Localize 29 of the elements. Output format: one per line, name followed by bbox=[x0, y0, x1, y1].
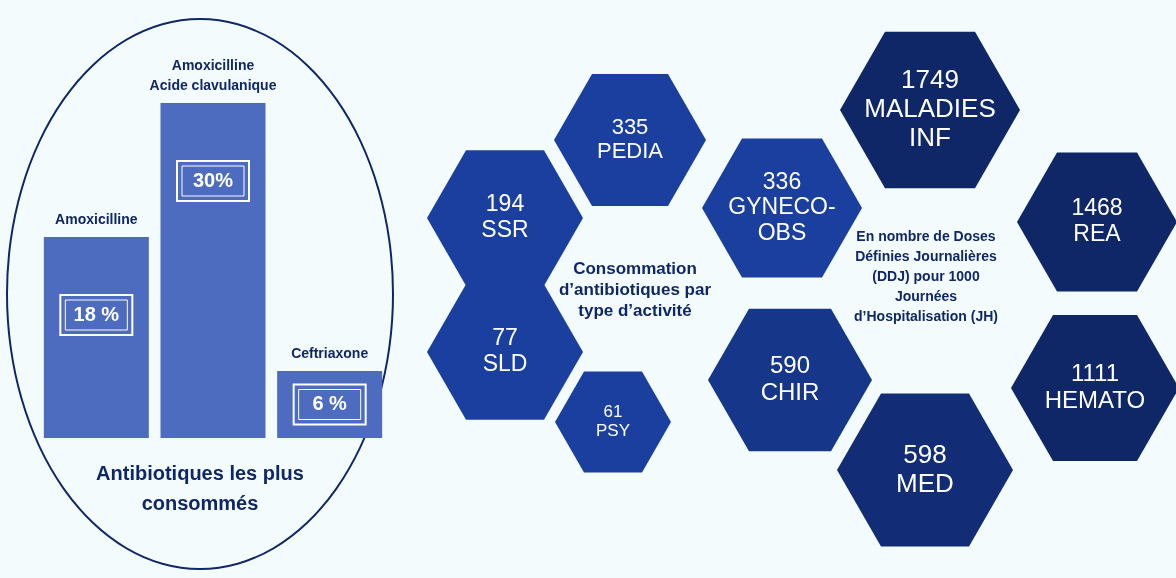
data-label: 590 bbox=[769, 351, 811, 379]
text: Antibiotiques les plus consommés bbox=[95, 461, 305, 516]
data-label: 18 % bbox=[73, 302, 120, 325]
x-tick-label: Amoxicilline Acide clavulanique bbox=[149, 56, 277, 93]
data-label: 1468 bbox=[1071, 194, 1123, 221]
data-label: 598 bbox=[903, 438, 947, 469]
data-label: 1111 bbox=[1070, 359, 1120, 387]
category-label: MALADIES INF bbox=[864, 93, 996, 153]
category-label: PEDIA bbox=[596, 138, 664, 164]
x-tick-label: Amoxicilline bbox=[55, 210, 138, 227]
data-label: 335 bbox=[611, 113, 649, 139]
category-label: HEMATO bbox=[1044, 386, 1146, 414]
data-label: 61 bbox=[603, 402, 623, 422]
category-label: SLD bbox=[482, 350, 528, 377]
data-label: 77 bbox=[492, 324, 518, 351]
category-label: GYNECO-OBS bbox=[728, 193, 836, 246]
category-label: PSY bbox=[595, 421, 631, 441]
text: En nombre de Doses Définies Journalières (DDJ) pour 1000 Journées d’Hospitalisation (JH) bbox=[853, 227, 999, 326]
category-label: SSR bbox=[481, 216, 529, 243]
data-label: 194 bbox=[485, 190, 525, 217]
category-label: REA bbox=[1073, 220, 1122, 247]
data-label: 30% bbox=[192, 168, 234, 191]
x-tick-label: Ceftriaxone bbox=[291, 344, 369, 361]
data-label: 6 % bbox=[312, 392, 348, 415]
text: Consommation d’antibiotiques par type d’activité bbox=[557, 258, 713, 321]
category-label: CHIR bbox=[760, 378, 820, 406]
data-label: 1749 bbox=[901, 64, 959, 95]
category-label: MED bbox=[896, 467, 954, 498]
data-label: 336 bbox=[762, 167, 802, 194]
